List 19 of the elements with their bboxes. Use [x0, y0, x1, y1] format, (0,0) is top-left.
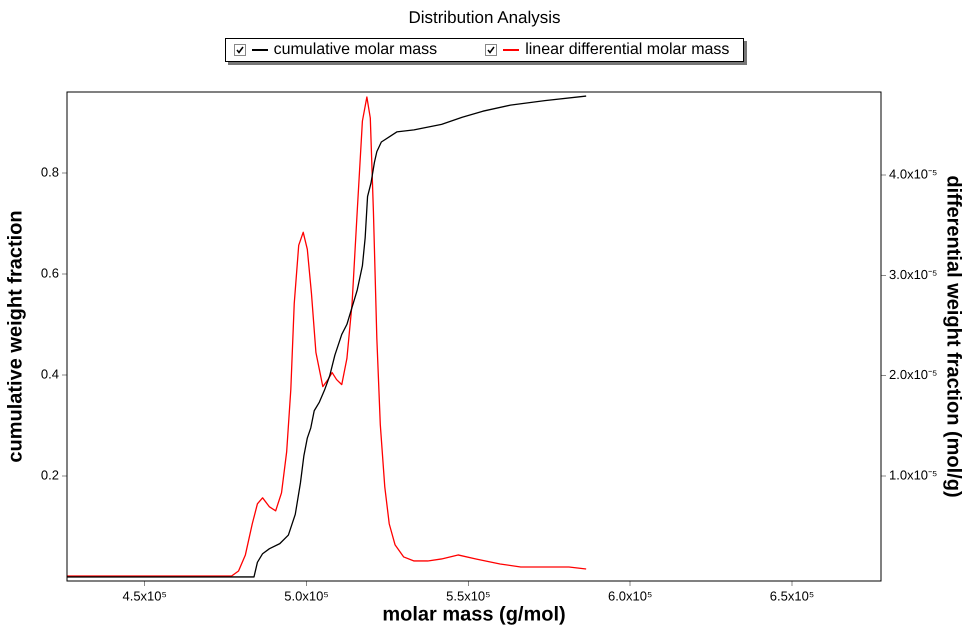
- x-axis-title: molar mass (g/mol): [382, 604, 566, 626]
- y2-tick-label: 2.0x10⁻⁵: [889, 367, 938, 382]
- y2-axis-title: differential weight fraction (mol/g): [942, 175, 964, 498]
- y2-tick-label: 4.0x10⁻⁵: [889, 166, 938, 182]
- x-tick-label: 4.5x10⁵: [122, 588, 167, 604]
- x-tick-label: 6.5x10⁵: [770, 588, 814, 604]
- legend-label: cumulative molar mass: [274, 41, 438, 59]
- y-tick-label: 0.6: [40, 265, 59, 280]
- y-tick-label: 0.8: [40, 164, 59, 180]
- x-tick-label: 5.0x10⁵: [284, 588, 329, 604]
- y-axis-title: cumulative weight fraction: [4, 210, 27, 463]
- y2-tick-label: 3.0x10⁻⁵: [889, 266, 938, 282]
- x-tick-label: 5.5x10⁵: [446, 588, 491, 604]
- chart-title: Distribution Analysis: [407, 7, 562, 29]
- legend-label: linear differential molar mass: [525, 41, 730, 59]
- y-tick-label: 0.4: [40, 366, 59, 382]
- y-tick-label: 0.2: [40, 468, 59, 483]
- x-tick-label: 6.0x10⁵: [608, 588, 652, 604]
- y2-tick-label: 1.0x10⁻⁵: [889, 467, 938, 482]
